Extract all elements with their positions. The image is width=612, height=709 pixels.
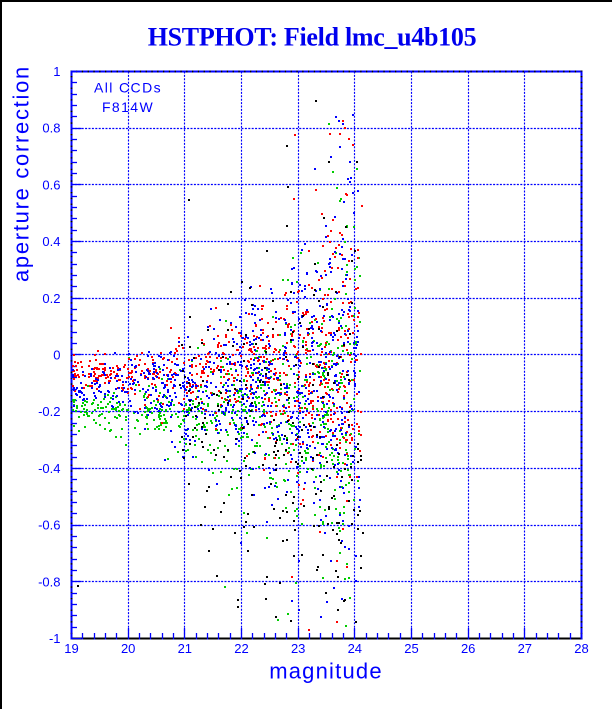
svg-text:28: 28 [574,641,588,656]
svg-text:27: 27 [518,641,532,656]
svg-text:HSTPHOT: Field lmc_u4b105: HSTPHOT: Field lmc_u4b105 [148,23,477,52]
svg-text:0: 0 [53,348,60,363]
svg-text:21: 21 [178,641,192,656]
svg-text:19: 19 [64,641,78,656]
svg-text:magnitude: magnitude [269,659,383,684]
svg-text:0.2: 0.2 [42,291,60,306]
svg-text:-1: -1 [49,631,61,646]
svg-text:-0.4: -0.4 [38,461,60,476]
svg-text:23: 23 [291,641,305,656]
svg-text:0.6: 0.6 [42,177,60,192]
svg-text:0.4: 0.4 [42,234,60,249]
svg-text:0.8: 0.8 [42,121,60,136]
svg-text:20: 20 [121,641,135,656]
svg-text:26: 26 [461,641,475,656]
svg-text:-0.2: -0.2 [38,404,60,419]
svg-text:24: 24 [348,641,362,656]
svg-text:25: 25 [404,641,418,656]
svg-text:F814W: F814W [102,99,154,115]
svg-text:-0.8: -0.8 [38,574,60,589]
svg-text:-0.6: -0.6 [38,518,60,533]
svg-text:1: 1 [53,64,60,79]
svg-text:22: 22 [234,641,248,656]
svg-text:All CCDs: All CCDs [94,80,162,96]
svg-text:aperture correction: aperture correction [9,65,34,282]
